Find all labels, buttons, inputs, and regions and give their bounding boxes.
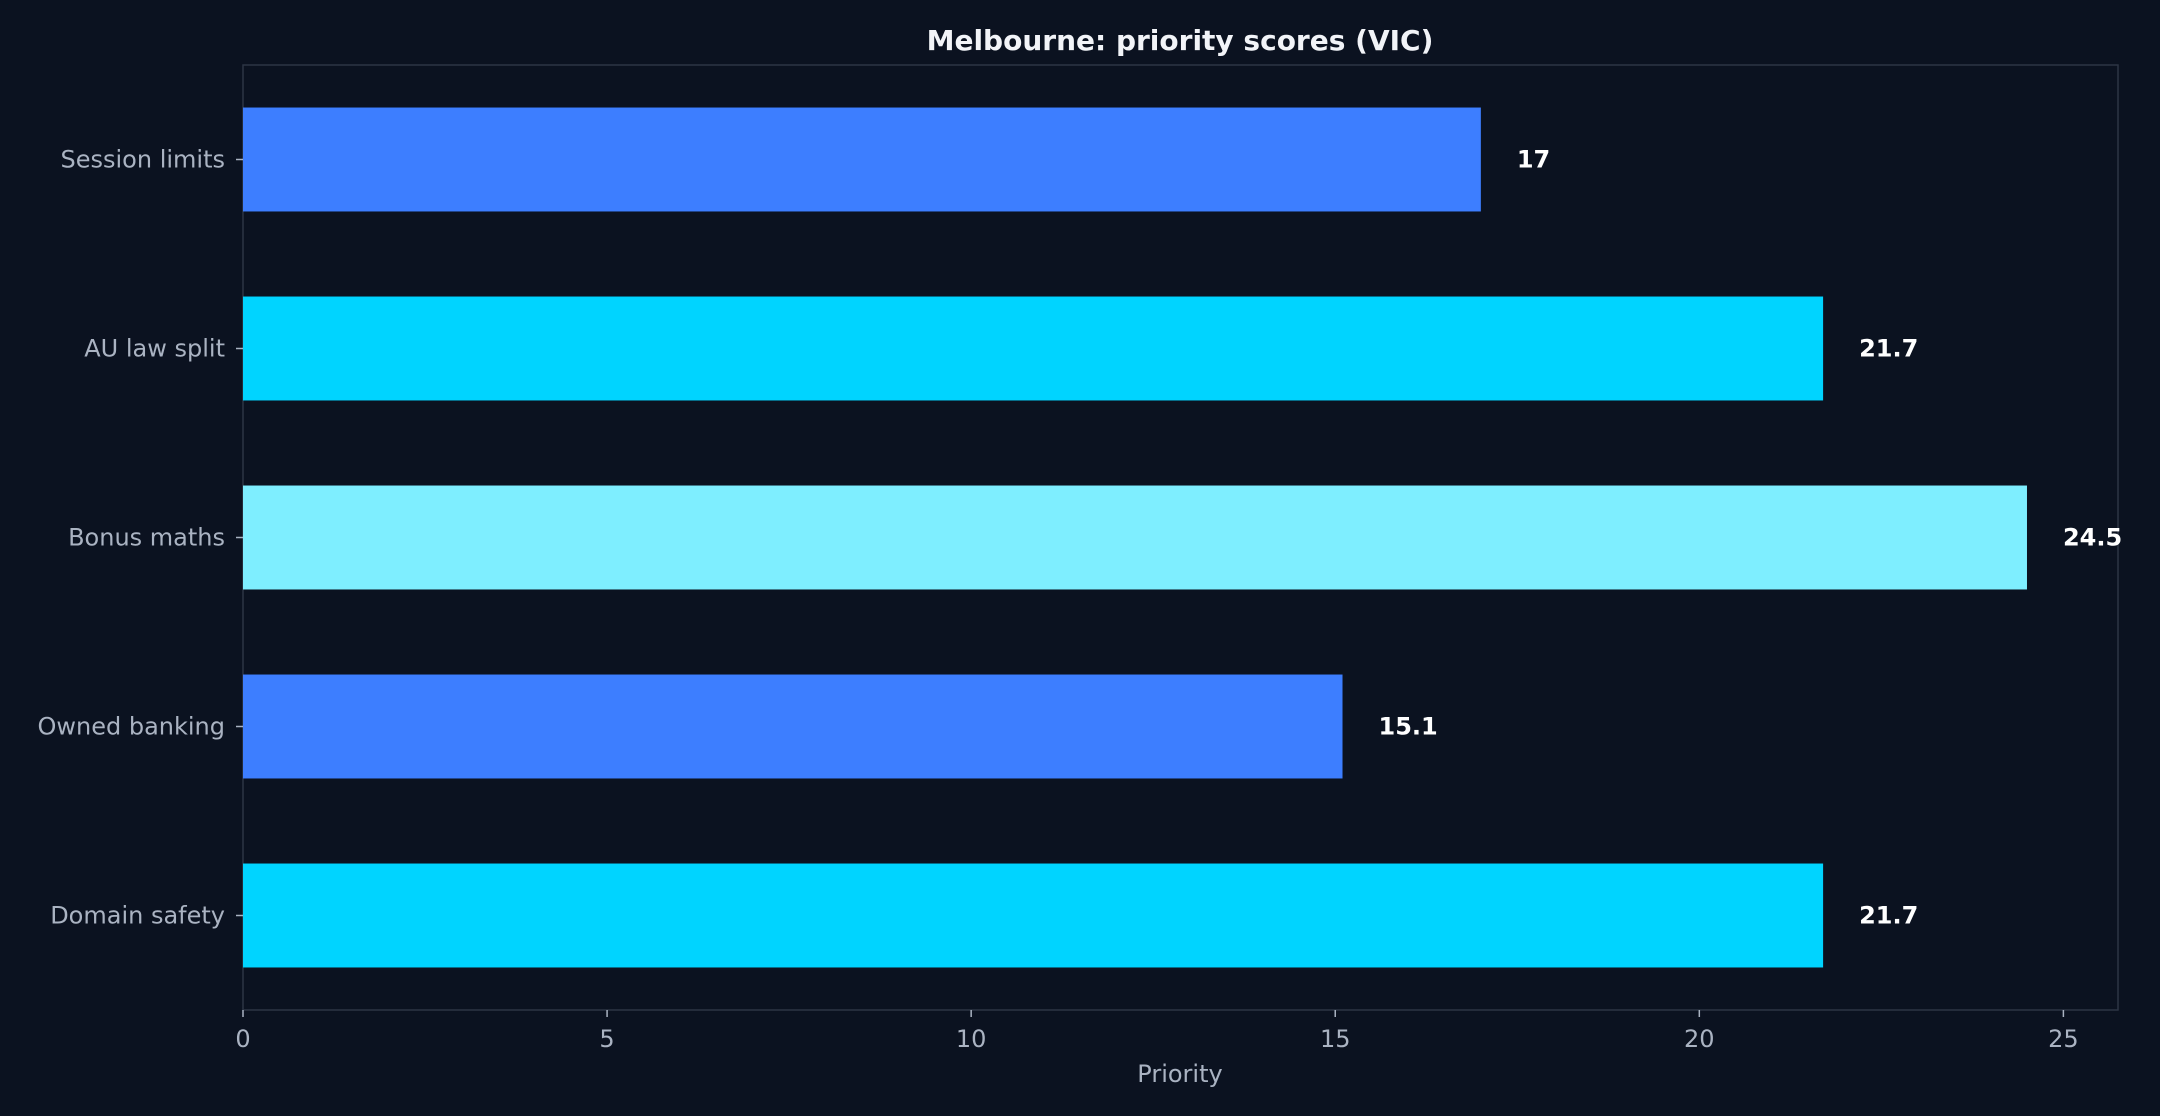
y-tick-label: Owned banking [37, 713, 225, 741]
x-axis: 0 5 10 15 20 25 [235, 1010, 2079, 1053]
chart-title: Melbourne: priority scores (VIC) [927, 24, 1434, 57]
y-tick-label: Bonus maths [68, 524, 225, 552]
bar-value-label: 15.1 [1379, 713, 1438, 741]
x-tick-label: 20 [1684, 1025, 1715, 1053]
bar [243, 485, 2027, 590]
y-tick-label: AU law split [84, 335, 225, 363]
x-tick-label: 5 [599, 1025, 614, 1053]
y-tick-label: Session limits [61, 146, 226, 174]
bar-value-label: 17 [1517, 146, 1550, 174]
bar [243, 296, 1824, 401]
x-tick-label: 25 [2048, 1025, 2079, 1053]
bar [243, 107, 1481, 212]
y-axis: Session limits AU law split Bonus maths Own… [37, 146, 243, 930]
bar [243, 674, 1343, 779]
bar-value-label: 24.5 [2063, 524, 2122, 552]
y-tick-label: Domain safety [50, 902, 225, 930]
bar [243, 863, 1824, 968]
bar-value-label: 21.7 [1859, 902, 1918, 930]
bar-value-label: 21.7 [1859, 335, 1918, 363]
value-labels-group: 17 21.7 24.5 15.1 21.7 [1379, 146, 2123, 930]
x-tick-label: 15 [1320, 1025, 1351, 1053]
x-axis-label: Priority [1137, 1060, 1222, 1088]
x-tick-label: 10 [956, 1025, 987, 1053]
x-tick-label: 0 [235, 1025, 250, 1053]
bars-group [243, 107, 2027, 968]
